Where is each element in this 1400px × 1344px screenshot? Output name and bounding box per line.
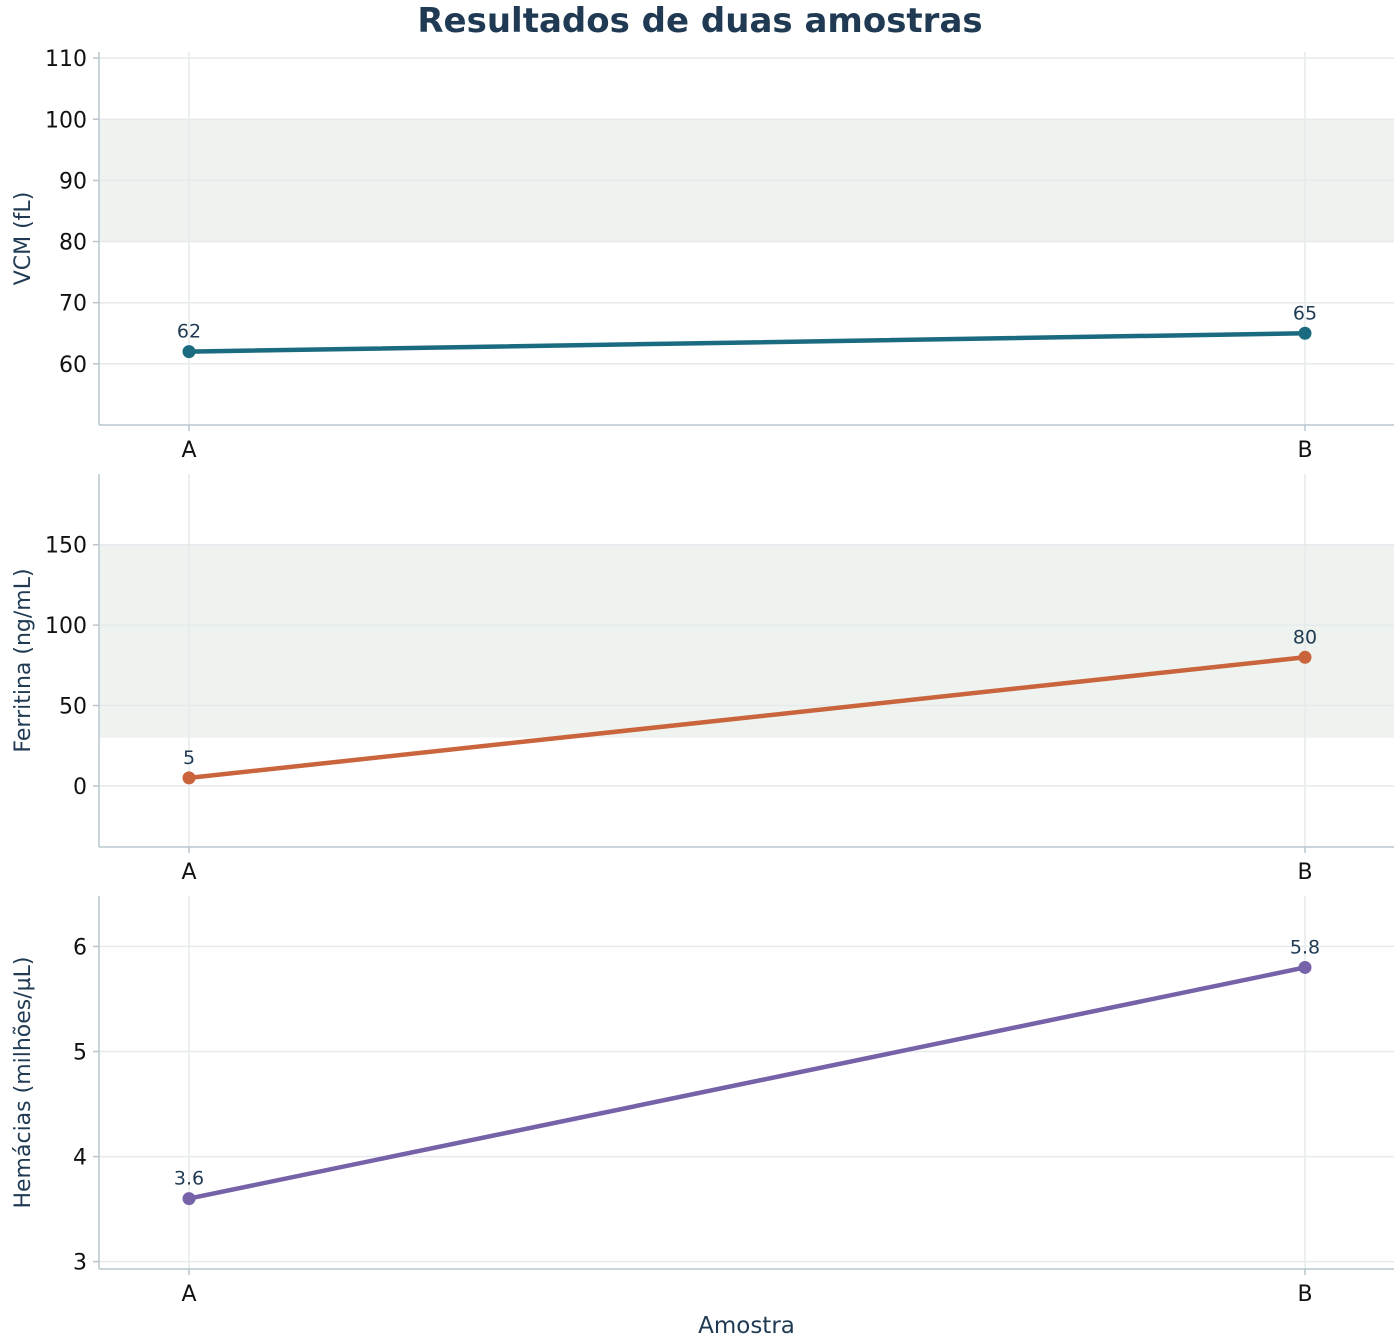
data-point [182,1192,196,1206]
y-axis-label: VCM (fL) [11,192,36,286]
y-axis-label: Ferritina (ng/mL) [11,568,36,752]
x-tick-label: B [1297,1282,1312,1307]
data-point [182,345,196,359]
data-point [1298,960,1312,974]
y-axis-label: Hemácias (milhões/µL) [11,956,36,1208]
data-point [1298,326,1312,340]
y-tick-label: 100 [45,108,87,133]
series-line-2 [186,655,1308,781]
data-point [1298,650,1312,664]
data-label: 5 [183,747,195,769]
y-tick-label: 4 [73,1146,87,1171]
reference-range-band-2 [99,544,1394,738]
y-tick-label: 3 [73,1251,87,1276]
y-tick-label: 90 [59,169,87,194]
y-tick-label: 0 [73,775,87,800]
chart-title: Resultados de duas amostras [417,1,983,41]
series-line-1 [186,331,1308,354]
data-label: 3.6 [174,1168,204,1190]
data-label: 65 [1293,302,1317,324]
y-tick-label: 60 [59,353,87,378]
series-line-3 [186,965,1308,1201]
data-label: 80 [1293,626,1317,648]
y-tick-label: 80 [59,231,87,256]
y-tick-label: 150 [45,534,87,559]
x-axis-label: Amostra [698,1313,795,1339]
x-tick-label: A [181,438,196,463]
x-tick-label: A [181,1282,196,1307]
y-tick-label: 110 [45,47,87,72]
x-tick-label: A [181,860,196,885]
data-point [182,771,196,785]
y-tick-label: 6 [73,935,87,960]
x-tick-label: B [1297,438,1312,463]
y-tick-label: 100 [45,614,87,639]
data-label: 62 [177,321,201,343]
y-tick-label: 50 [59,695,87,720]
x-tick-label: B [1297,860,1312,885]
y-tick-label: 5 [73,1041,87,1066]
data-label: 5.8 [1290,936,1320,958]
y-tick-label: 70 [59,292,87,317]
